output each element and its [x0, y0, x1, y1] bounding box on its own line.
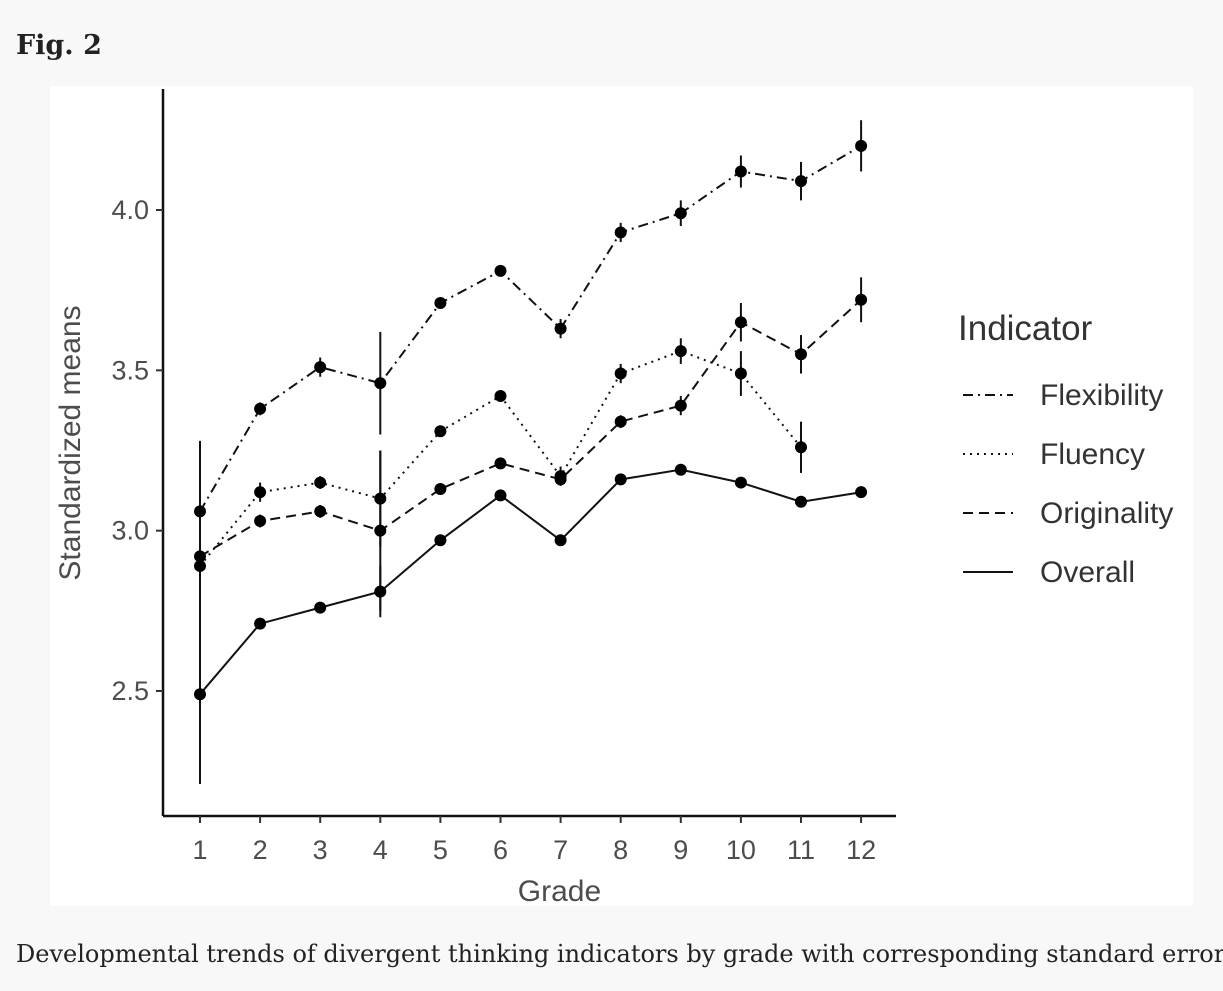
originality-point: [374, 524, 387, 537]
flexibility-point: [314, 361, 327, 374]
y-tick-label: 3.0: [111, 516, 149, 546]
flexibility-point: [374, 377, 387, 390]
legend: Indicator Flexibility Fluency Originality Ov…: [958, 309, 1173, 589]
flexibility-point: [614, 226, 627, 239]
line-chart: 2.53.03.54.01 2 3 4 5 6 7 8 9 10 11 12GradeStandard…: [54, 89, 1173, 906]
flexibility-point: [254, 402, 267, 415]
flexibility-point: [674, 207, 687, 220]
fluency-point: [434, 425, 447, 438]
overall-point: [855, 486, 868, 499]
flexibility-legend-label: Flexibility: [1040, 379, 1163, 412]
fluency-point: [374, 492, 387, 505]
overall-point: [194, 688, 206, 701]
overall-point: [374, 585, 387, 598]
originality-point: [734, 316, 747, 329]
originality-point: [194, 550, 206, 563]
fluency-point: [734, 367, 747, 380]
x-tick-label: 5: [433, 835, 448, 865]
series-lines: [199, 145, 862, 695]
x-tick-label: 11: [787, 835, 815, 865]
y-tick-label: 3.5: [111, 355, 149, 385]
originality-line: [199, 299, 862, 558]
originality-point: [434, 482, 447, 495]
overall-point: [674, 463, 687, 476]
flexibility-point: [734, 165, 747, 178]
x-tick-label: 9: [673, 835, 688, 865]
overall-point: [494, 489, 507, 502]
originality-point: [554, 473, 567, 486]
overall-line: [199, 468, 862, 695]
figure-caption: Developmental trends of divergent thinki…: [16, 940, 1223, 968]
x-axis-title: Grade: [518, 875, 601, 906]
flexibility-point: [795, 175, 807, 188]
y-tick-label: 2.5: [111, 676, 149, 706]
flexibility-point: [554, 322, 567, 335]
x-tick-label: 6: [493, 835, 508, 865]
fluency-legend-label: Fluency: [1040, 438, 1145, 471]
data-points: [194, 139, 868, 701]
overall-point: [795, 495, 807, 508]
error-bars: [199, 120, 863, 784]
fluency-point: [254, 486, 267, 499]
originality-point: [674, 399, 687, 412]
chart-panel: 2.5 3.0 3.5 4.0 1 2 3 4 5 6 7 8 9 10 11 12 Grade Standard…: [50, 86, 1193, 906]
overall-point: [614, 473, 627, 486]
x-tick-label: 12: [846, 835, 876, 865]
x-tick-label: 1: [192, 835, 207, 865]
x-tick-label: 7: [553, 835, 568, 865]
originality-point: [855, 293, 868, 306]
flexibility-point: [855, 139, 868, 152]
originality-point: [614, 415, 627, 428]
overall-point: [554, 534, 567, 547]
x-tick-label: 8: [613, 835, 628, 865]
overall-point: [254, 617, 267, 630]
originality-point: [494, 457, 507, 470]
y-tick-label: 4.0: [111, 195, 149, 225]
flexibility-point: [434, 296, 447, 309]
overall-legend-label: Overall: [1040, 556, 1135, 589]
fluency-point: [314, 476, 327, 489]
axes: 2.53.03.54.01 2 3 4 5 6 7 8 9 10 11 12GradeStandard…: [54, 89, 896, 906]
x-tick-label: 2: [253, 835, 268, 865]
originality-point: [254, 515, 267, 528]
flexibility-line: [199, 145, 862, 512]
overall-point: [314, 601, 327, 614]
fluency-point: [194, 559, 206, 572]
x-tick-label: 4: [373, 835, 388, 865]
figure-label: Fig. 2: [16, 30, 102, 61]
fluency-point: [674, 345, 687, 358]
legend-title: Indicator: [958, 309, 1093, 348]
originality-point: [795, 348, 807, 361]
fluency-point: [494, 389, 507, 402]
fluency-point: [795, 441, 807, 454]
overall-point: [434, 534, 447, 547]
x-tick-label: 10: [726, 835, 756, 865]
originality-legend-label: Originality: [1040, 497, 1173, 530]
flexibility-point: [194, 505, 206, 518]
y-axis-title: Standardized means: [54, 305, 87, 580]
originality-point: [314, 505, 327, 518]
x-tick-label: 3: [313, 835, 328, 865]
overall-point: [734, 476, 747, 489]
fluency-point: [614, 367, 627, 380]
flexibility-point: [494, 264, 507, 277]
